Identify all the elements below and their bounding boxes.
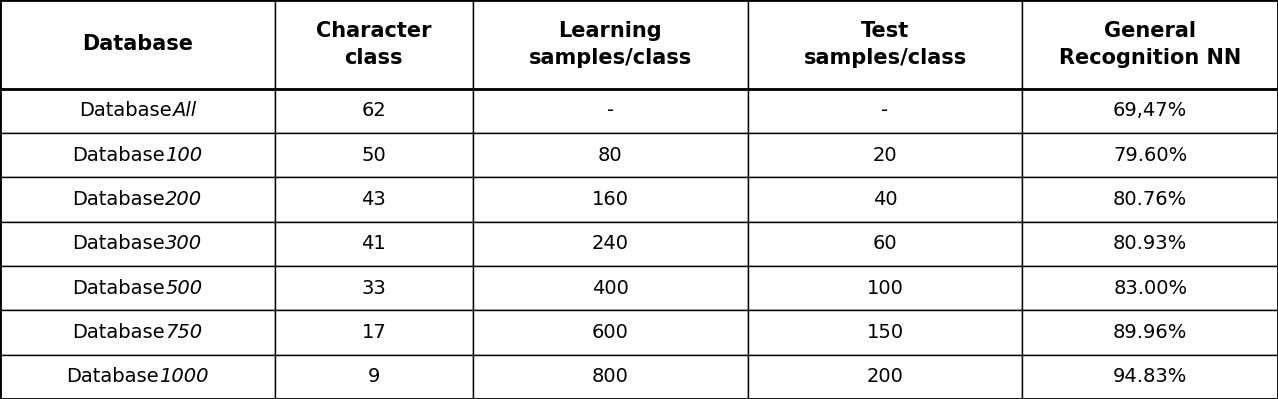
Text: 300: 300: [165, 234, 202, 253]
Text: 69,47%: 69,47%: [1113, 101, 1187, 120]
Bar: [0, 310, 275, 355]
Text: Character
class: Character class: [316, 21, 432, 67]
Bar: [275, 266, 473, 310]
Text: All: All: [171, 101, 196, 120]
Bar: [1022, 0, 1278, 89]
Text: Test
samples/class: Test samples/class: [804, 21, 966, 67]
Bar: [1022, 89, 1278, 133]
Text: 80.76%: 80.76%: [1113, 190, 1187, 209]
Bar: [1022, 177, 1278, 222]
Text: Database: Database: [82, 34, 193, 54]
Text: 94.83%: 94.83%: [1113, 367, 1187, 386]
Text: 9: 9: [368, 367, 380, 386]
Bar: [473, 266, 748, 310]
Text: Database: Database: [73, 279, 165, 298]
Text: 83.00%: 83.00%: [1113, 279, 1187, 298]
Bar: [275, 177, 473, 222]
Text: 80: 80: [598, 146, 622, 165]
Text: 60: 60: [873, 234, 897, 253]
Bar: [0, 133, 275, 177]
Text: -: -: [882, 101, 888, 120]
Bar: [275, 0, 473, 89]
Text: 600: 600: [592, 323, 629, 342]
Text: 62: 62: [362, 101, 386, 120]
Bar: [275, 89, 473, 133]
Bar: [0, 89, 275, 133]
Text: Database: Database: [73, 234, 165, 253]
Text: 20: 20: [873, 146, 897, 165]
Text: Learning
samples/class: Learning samples/class: [529, 21, 691, 67]
Text: 41: 41: [362, 234, 386, 253]
Text: 40: 40: [873, 190, 897, 209]
Bar: [748, 0, 1022, 89]
Text: General
Recognition NN: General Recognition NN: [1059, 21, 1241, 67]
Text: 160: 160: [592, 190, 629, 209]
Text: 800: 800: [592, 367, 629, 386]
Text: 200: 200: [165, 190, 202, 209]
Bar: [275, 355, 473, 399]
Bar: [1022, 355, 1278, 399]
Text: 33: 33: [362, 279, 386, 298]
Text: Database: Database: [73, 323, 165, 342]
Text: 80.93%: 80.93%: [1113, 234, 1187, 253]
Bar: [0, 0, 275, 89]
Text: -: -: [607, 101, 613, 120]
Bar: [1022, 222, 1278, 266]
Bar: [748, 177, 1022, 222]
Bar: [748, 89, 1022, 133]
Bar: [473, 0, 748, 89]
Text: Database: Database: [79, 101, 171, 120]
Text: Database: Database: [73, 190, 165, 209]
Bar: [473, 133, 748, 177]
Bar: [0, 222, 275, 266]
Text: 200: 200: [866, 367, 904, 386]
Bar: [275, 310, 473, 355]
Bar: [1022, 266, 1278, 310]
Text: Database: Database: [66, 367, 158, 386]
Bar: [0, 266, 275, 310]
Text: 1000: 1000: [158, 367, 208, 386]
Text: 500: 500: [165, 279, 202, 298]
Text: 150: 150: [866, 323, 904, 342]
Bar: [748, 222, 1022, 266]
Bar: [748, 355, 1022, 399]
Text: 43: 43: [362, 190, 386, 209]
Bar: [473, 222, 748, 266]
Text: 100: 100: [866, 279, 904, 298]
Bar: [748, 133, 1022, 177]
Bar: [275, 133, 473, 177]
Bar: [0, 177, 275, 222]
Bar: [0, 355, 275, 399]
Bar: [1022, 133, 1278, 177]
Bar: [473, 177, 748, 222]
Text: 240: 240: [592, 234, 629, 253]
Bar: [275, 222, 473, 266]
Text: 750: 750: [165, 323, 202, 342]
Bar: [473, 355, 748, 399]
Bar: [1022, 310, 1278, 355]
Bar: [473, 89, 748, 133]
Text: 79.60%: 79.60%: [1113, 146, 1187, 165]
Bar: [748, 310, 1022, 355]
Text: 100: 100: [165, 146, 202, 165]
Bar: [748, 266, 1022, 310]
Bar: [473, 310, 748, 355]
Text: 17: 17: [362, 323, 386, 342]
Text: 400: 400: [592, 279, 629, 298]
Text: 89.96%: 89.96%: [1113, 323, 1187, 342]
Text: Database: Database: [73, 146, 165, 165]
Text: 50: 50: [362, 146, 386, 165]
